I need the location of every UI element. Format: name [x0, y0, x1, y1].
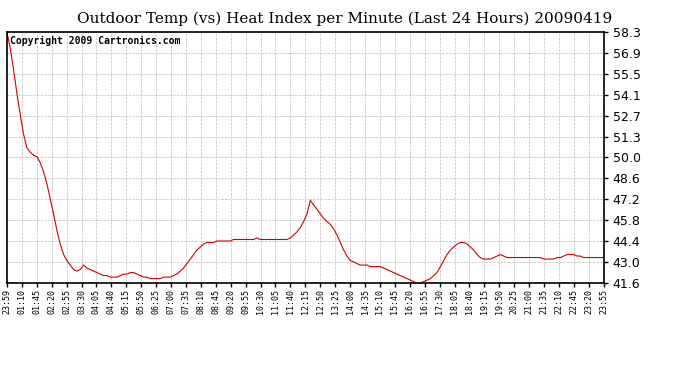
Text: Copyright 2009 Cartronics.com: Copyright 2009 Cartronics.com	[10, 36, 180, 46]
Text: Outdoor Temp (vs) Heat Index per Minute (Last 24 Hours) 20090419: Outdoor Temp (vs) Heat Index per Minute …	[77, 11, 613, 26]
